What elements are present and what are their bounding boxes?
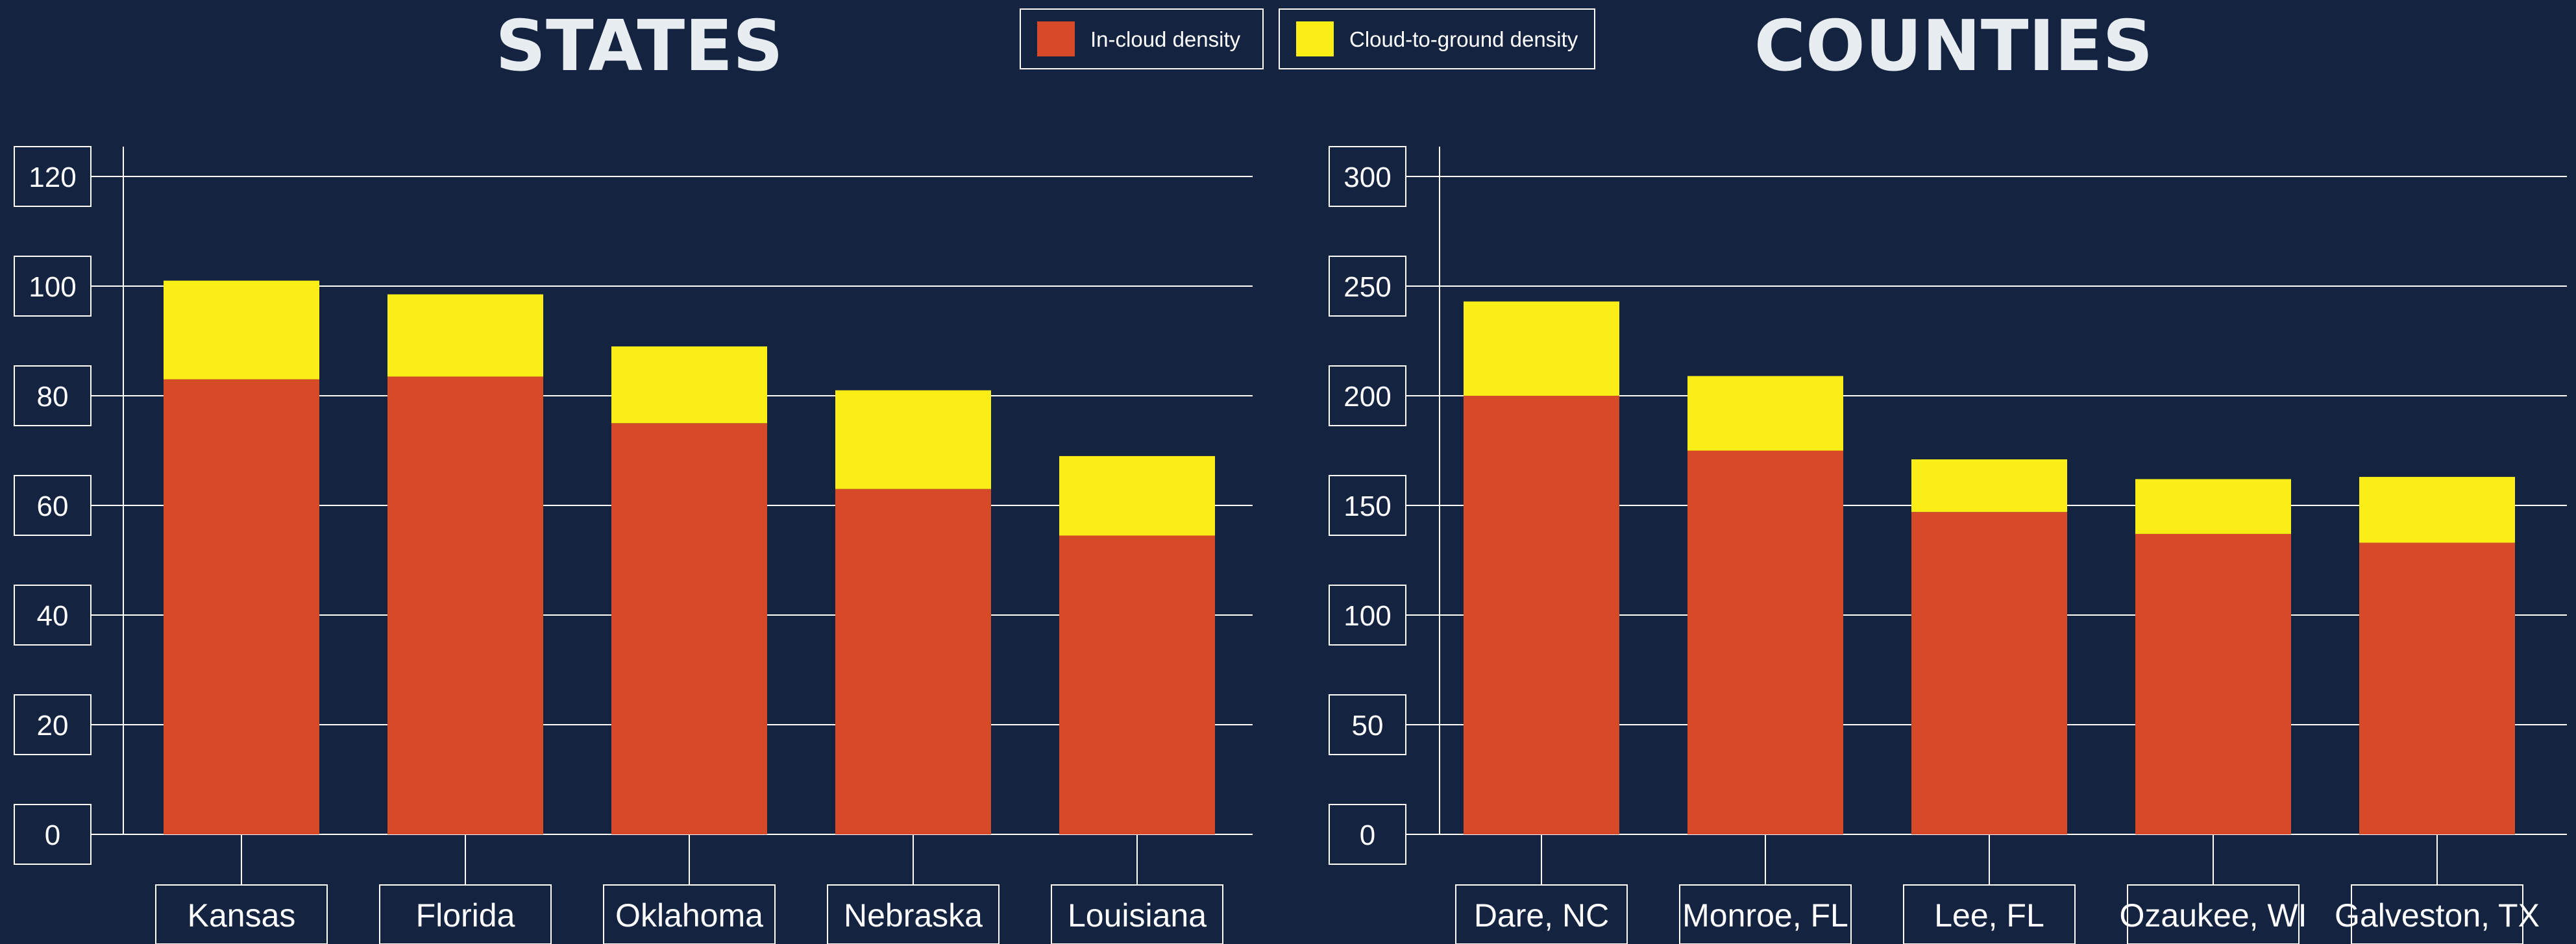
y-tick-label: 40 [37,600,69,632]
category-label: Lee, FL [1934,897,2044,934]
legend-swatch-in-cloud [1037,21,1075,56]
y-tick-label: 60 [37,490,69,522]
tick-label-box [14,365,92,426]
category-label: Oklahoma [615,897,763,934]
bar-cloud-to-ground [1464,301,1619,396]
bar-cloud-to-ground [2359,477,2515,543]
legend-item-box [1020,8,1264,69]
bar-cloud-to-ground [2135,479,2291,534]
category-label: Ozaukee, WI [2120,897,2307,934]
bar-in-cloud [2135,533,2291,834]
chart-title: COUNTIES [1754,6,2153,87]
category-label: Monroe, FL [1682,897,1848,934]
bar-cloud-to-ground [387,294,543,377]
y-tick-label: 0 [1360,819,1375,851]
category-label-box [1903,884,2076,944]
bar-cloud-to-ground [1687,376,1843,451]
category-label-box [603,884,776,944]
y-tick-label: 50 [1352,710,1384,742]
category-label-box [379,884,552,944]
category-label: Louisiana [1068,897,1207,934]
tick-label-box [14,256,92,317]
bar-in-cloud [1911,512,2067,834]
category-label: Florida [416,897,515,934]
category-label-box [2351,884,2523,944]
category-label: Galveston, TX [2335,897,2540,934]
y-tick-label: 100 [1343,600,1391,632]
y-tick-label: 250 [1343,271,1391,303]
tick-label-box [14,804,92,865]
category-label-box [1051,884,1223,944]
tick-label-box [1329,475,1406,536]
tick-label-box [1329,256,1406,317]
legend-label: In-cloud density [1090,27,1241,51]
bar-cloud-to-ground [1059,455,1215,536]
bar-cloud-to-ground [611,346,767,424]
y-tick-label: 300 [1343,162,1391,193]
bar-in-cloud [1464,396,1619,834]
category-label-box [2127,884,2300,944]
y-tick-label: 0 [45,819,60,851]
bar-in-cloud [2359,542,2515,834]
category-label: Nebraska [844,897,983,934]
tick-label-box [1329,585,1406,646]
category-label-box [155,884,328,944]
y-tick-label: 20 [37,710,69,742]
bar-cloud-to-ground [835,390,991,489]
bar-in-cloud [1687,450,1843,834]
category-label: Dare, NC [1474,897,1609,934]
y-tick-label: 150 [1343,490,1391,522]
bar-cloud-to-ground [164,280,319,380]
bar-in-cloud [1059,535,1215,834]
category-label-box [1679,884,1852,944]
y-tick-label: 100 [29,271,76,303]
legend-item-box [1279,8,1595,69]
tick-label-box [1329,694,1406,755]
counties-chart: COUNTIES 0 50 100 150 200 250 300 Dare, NC Monroe… [1329,6,2567,944]
states-chart: STATES 0 20 40 60 80 100 120 Kansas Florida Oklaho… [14,6,1253,944]
tick-label-box [14,585,92,646]
bar-in-cloud [835,489,991,834]
chart-title: STATES [495,6,783,87]
y-tick-label: 120 [29,162,76,193]
bar-in-cloud [387,376,543,834]
bar-in-cloud [611,423,767,834]
category-label-box [827,884,1000,944]
tick-label-box [14,694,92,755]
legend: In-cloud density Cloud-to-ground density [1020,8,1595,69]
y-tick-label: 80 [37,381,69,413]
tick-label-box [14,146,92,207]
bar-in-cloud [164,379,319,834]
category-label: Kansas [188,897,296,934]
tick-label-box [1329,146,1406,207]
bar-cloud-to-ground [1911,459,2067,513]
legend-swatch-cloud-to-ground [1296,21,1334,56]
legend-label: Cloud-to-ground density [1349,27,1578,51]
category-label-box [1455,884,1628,944]
y-tick-label: 200 [1343,381,1391,413]
tick-label-box [14,475,92,536]
tick-label-box [1329,804,1406,865]
tick-label-box [1329,365,1406,426]
